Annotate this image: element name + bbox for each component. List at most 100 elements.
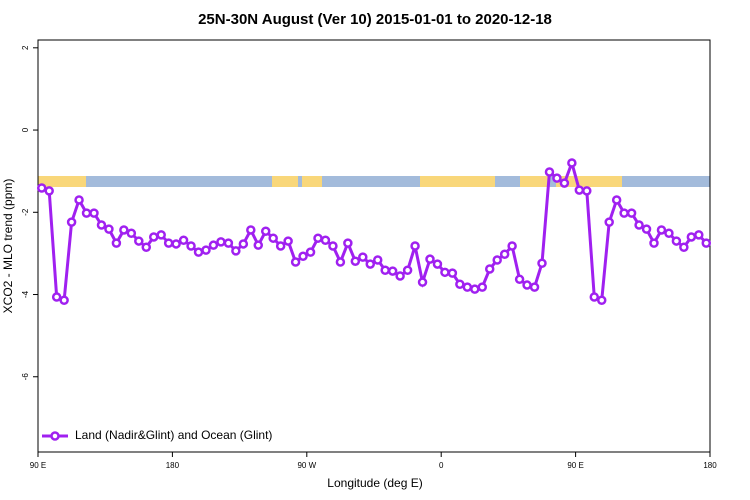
data-point	[455, 279, 465, 289]
y-tick-label: -6	[21, 373, 30, 381]
data-point	[596, 295, 607, 306]
data-point	[320, 235, 331, 245]
data-point	[148, 232, 159, 242]
data-point	[552, 173, 562, 183]
data-point	[447, 268, 458, 278]
chart-title: 25N-30N August (Ver 10) 2015-01-01 to 20…	[198, 11, 552, 28]
data-point	[328, 241, 338, 251]
data-point	[74, 195, 84, 205]
data-point	[81, 208, 92, 218]
data-point	[537, 258, 547, 269]
data-point	[574, 185, 585, 195]
data-point	[514, 274, 525, 285]
data-point	[649, 238, 659, 248]
x-tick-label: 90 E	[30, 461, 46, 470]
data-point	[671, 236, 682, 246]
x-tick-label: 90 W	[297, 461, 316, 470]
data-point	[641, 224, 652, 234]
data-point	[36, 183, 47, 193]
surface-strip	[38, 176, 710, 187]
data-point	[365, 259, 376, 269]
data-point	[186, 241, 196, 251]
data-point	[163, 238, 174, 248]
data-point	[283, 236, 293, 246]
data-point	[462, 282, 473, 292]
data-point	[372, 255, 383, 265]
data-point	[275, 241, 286, 251]
data-point	[178, 235, 189, 245]
data-point	[104, 224, 114, 234]
data-point	[604, 217, 614, 227]
data-point	[395, 271, 405, 281]
data-point	[664, 228, 674, 239]
data-point	[522, 280, 532, 290]
data-point	[216, 237, 226, 247]
y-tick-label: 0	[21, 127, 30, 132]
x-tick-label: 180	[703, 461, 717, 470]
data-point	[529, 282, 540, 292]
data-point	[51, 292, 62, 302]
data-point	[544, 167, 555, 177]
x-tick-label: 90 E	[567, 461, 583, 470]
data-point	[582, 186, 592, 196]
data-point	[432, 259, 443, 269]
data-point	[380, 265, 390, 276]
data-point	[134, 236, 144, 246]
data-point	[559, 178, 570, 188]
data-point	[470, 284, 480, 294]
data-point	[679, 242, 689, 252]
data-point	[238, 239, 249, 249]
data-point	[246, 225, 256, 235]
data-point	[634, 220, 644, 230]
data-point	[626, 208, 637, 218]
data-point	[208, 240, 219, 250]
y-tick-label: -4	[21, 290, 30, 298]
data-point	[492, 255, 502, 265]
data-point	[350, 256, 361, 266]
data-point	[425, 254, 435, 264]
data-point	[694, 230, 704, 240]
data-point	[589, 292, 600, 302]
data-point	[111, 238, 122, 248]
data-point	[253, 240, 264, 250]
legend-label: Land (Nadir&Glint) and Ocean (Glint)	[75, 428, 272, 442]
plot-frame	[37, 39, 711, 453]
data-point	[686, 232, 697, 242]
data-point	[507, 241, 517, 251]
data-point	[410, 241, 420, 251]
data-point	[417, 277, 428, 287]
y-tick-label: -2	[21, 208, 30, 216]
data-point	[305, 247, 316, 257]
legend-marker	[50, 431, 60, 441]
data-point	[619, 208, 629, 218]
data-point	[89, 208, 99, 218]
data-point	[44, 186, 54, 196]
data-point	[260, 226, 271, 236]
y-tick-label: 2	[21, 45, 30, 50]
x-tick-label: 0	[439, 461, 444, 470]
data-point	[402, 265, 413, 276]
x-tick-label: 180	[166, 461, 180, 470]
data-point	[567, 158, 577, 168]
data-point	[126, 228, 137, 239]
data-point	[59, 295, 69, 306]
data-point	[440, 267, 450, 278]
data-point	[223, 238, 234, 248]
data-point	[387, 266, 398, 276]
data-point	[499, 249, 510, 259]
data-point	[193, 247, 204, 257]
data-point	[656, 225, 667, 235]
data-point	[290, 257, 301, 267]
data-point	[268, 233, 278, 243]
data-point	[611, 195, 622, 205]
data-point	[119, 225, 129, 235]
data-point	[298, 251, 308, 262]
x-axis-label: Longitude (deg E)	[327, 476, 422, 490]
data-point	[96, 220, 107, 230]
data-point	[201, 245, 211, 255]
data-point	[171, 239, 181, 249]
data-point	[477, 282, 488, 292]
data-point	[231, 246, 241, 256]
data-point	[141, 242, 152, 252]
